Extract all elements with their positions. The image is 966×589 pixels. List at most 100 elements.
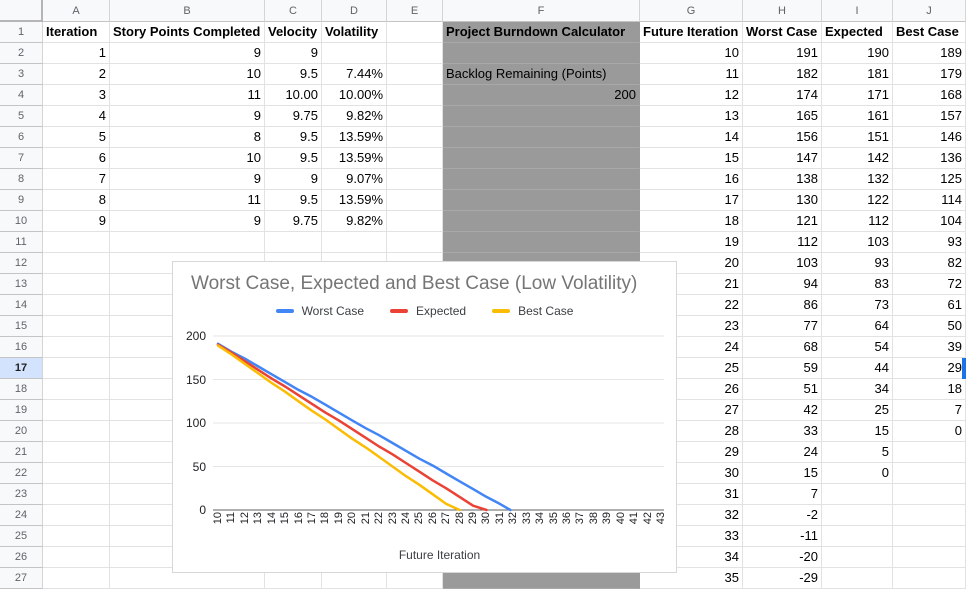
cell-J19[interactable]: 7 (893, 400, 966, 421)
cell-C8[interactable]: 9 (265, 169, 322, 190)
cell-I13[interactable]: 83 (822, 274, 893, 295)
cell-I4[interactable]: 171 (822, 85, 893, 106)
cell-F3[interactable]: Backlog Remaining (Points) (443, 64, 640, 85)
row-header-23[interactable]: 23 (0, 484, 43, 505)
cell-I10[interactable]: 112 (822, 211, 893, 232)
cell-A9[interactable]: 8 (43, 190, 110, 211)
cell-B9[interactable]: 11 (110, 190, 265, 211)
row-header-3[interactable]: 3 (0, 64, 43, 85)
cell-J27[interactable] (893, 568, 966, 589)
cell-A1[interactable]: Iteration (43, 22, 110, 43)
cell-I18[interactable]: 34 (822, 379, 893, 400)
cell-J20[interactable]: 0 (893, 421, 966, 442)
cell-I22[interactable]: 0 (822, 463, 893, 484)
cell-G6[interactable]: 14 (640, 127, 743, 148)
cell-C5[interactable]: 9.75 (265, 106, 322, 127)
cell-A17[interactable] (43, 358, 110, 379)
cell-B3[interactable]: 10 (110, 64, 265, 85)
cell-I5[interactable]: 161 (822, 106, 893, 127)
cell-B5[interactable]: 9 (110, 106, 265, 127)
cell-D3[interactable]: 7.44% (322, 64, 387, 85)
cell-A7[interactable]: 6 (43, 148, 110, 169)
col-header-I[interactable]: I (822, 0, 893, 22)
cell-B7[interactable]: 10 (110, 148, 265, 169)
cell-E11[interactable] (387, 232, 443, 253)
cell-J24[interactable] (893, 505, 966, 526)
cell-D4[interactable]: 10.00% (322, 85, 387, 106)
cell-J18[interactable]: 18 (893, 379, 966, 400)
cell-J5[interactable]: 157 (893, 106, 966, 127)
cell-J13[interactable]: 72 (893, 274, 966, 295)
cell-H24[interactable]: -2 (743, 505, 822, 526)
row-header-22[interactable]: 22 (0, 463, 43, 484)
cell-E8[interactable] (387, 169, 443, 190)
cell-E7[interactable] (387, 148, 443, 169)
col-header-J[interactable]: J (893, 0, 966, 22)
cell-A6[interactable]: 5 (43, 127, 110, 148)
cell-J8[interactable]: 125 (893, 169, 966, 190)
row-header-20[interactable]: 20 (0, 421, 43, 442)
cell-C7[interactable]: 9.5 (265, 148, 322, 169)
cell-A25[interactable] (43, 526, 110, 547)
cell-E5[interactable] (387, 106, 443, 127)
cell-J25[interactable] (893, 526, 966, 547)
cell-I26[interactable] (822, 547, 893, 568)
cell-B11[interactable] (110, 232, 265, 253)
cell-B10[interactable]: 9 (110, 211, 265, 232)
cell-A13[interactable] (43, 274, 110, 295)
cell-H3[interactable]: 182 (743, 64, 822, 85)
cell-C3[interactable]: 9.5 (265, 64, 322, 85)
row-header-4[interactable]: 4 (0, 85, 43, 106)
cell-I11[interactable]: 103 (822, 232, 893, 253)
cell-F6[interactable] (443, 127, 640, 148)
cell-D9[interactable]: 13.59% (322, 190, 387, 211)
row-header-21[interactable]: 21 (0, 442, 43, 463)
row-header-6[interactable]: 6 (0, 127, 43, 148)
col-header-D[interactable]: D (322, 0, 387, 22)
cell-G8[interactable]: 16 (640, 169, 743, 190)
col-header-C[interactable]: C (265, 0, 322, 22)
cell-H27[interactable]: -29 (743, 568, 822, 589)
cell-I2[interactable]: 190 (822, 43, 893, 64)
cell-H8[interactable]: 138 (743, 169, 822, 190)
row-header-24[interactable]: 24 (0, 505, 43, 526)
row-header-11[interactable]: 11 (0, 232, 43, 253)
col-header-B[interactable]: B (110, 0, 265, 22)
cell-D11[interactable] (322, 232, 387, 253)
cell-H5[interactable]: 165 (743, 106, 822, 127)
cell-D8[interactable]: 9.07% (322, 169, 387, 190)
cell-I24[interactable] (822, 505, 893, 526)
cell-I9[interactable]: 122 (822, 190, 893, 211)
cell-C1[interactable]: Velocity (265, 22, 322, 43)
cell-G5[interactable]: 13 (640, 106, 743, 127)
cell-E6[interactable] (387, 127, 443, 148)
cell-H6[interactable]: 156 (743, 127, 822, 148)
cell-J15[interactable]: 50 (893, 316, 966, 337)
row-header-12[interactable]: 12 (0, 253, 43, 274)
cell-D5[interactable]: 9.82% (322, 106, 387, 127)
cell-H13[interactable]: 94 (743, 274, 822, 295)
cell-G7[interactable]: 15 (640, 148, 743, 169)
cell-F7[interactable] (443, 148, 640, 169)
cell-G4[interactable]: 12 (640, 85, 743, 106)
cell-B1[interactable]: Story Points Completed (110, 22, 265, 43)
cell-H12[interactable]: 103 (743, 253, 822, 274)
col-header-G[interactable]: G (640, 0, 743, 22)
cell-J14[interactable]: 61 (893, 295, 966, 316)
cell-H26[interactable]: -20 (743, 547, 822, 568)
cell-H23[interactable]: 7 (743, 484, 822, 505)
cell-A21[interactable] (43, 442, 110, 463)
cell-I25[interactable] (822, 526, 893, 547)
cell-A24[interactable] (43, 505, 110, 526)
cell-H14[interactable]: 86 (743, 295, 822, 316)
cell-B2[interactable]: 9 (110, 43, 265, 64)
cell-A15[interactable] (43, 316, 110, 337)
embedded-chart[interactable]: Worst Case, Expected and Best Case (Low … (172, 261, 677, 573)
cell-J2[interactable]: 189 (893, 43, 966, 64)
cell-H10[interactable]: 121 (743, 211, 822, 232)
cell-J3[interactable]: 179 (893, 64, 966, 85)
cell-J6[interactable]: 146 (893, 127, 966, 148)
row-header-1[interactable]: 1 (0, 22, 43, 43)
cell-H22[interactable]: 15 (743, 463, 822, 484)
cell-E4[interactable] (387, 85, 443, 106)
